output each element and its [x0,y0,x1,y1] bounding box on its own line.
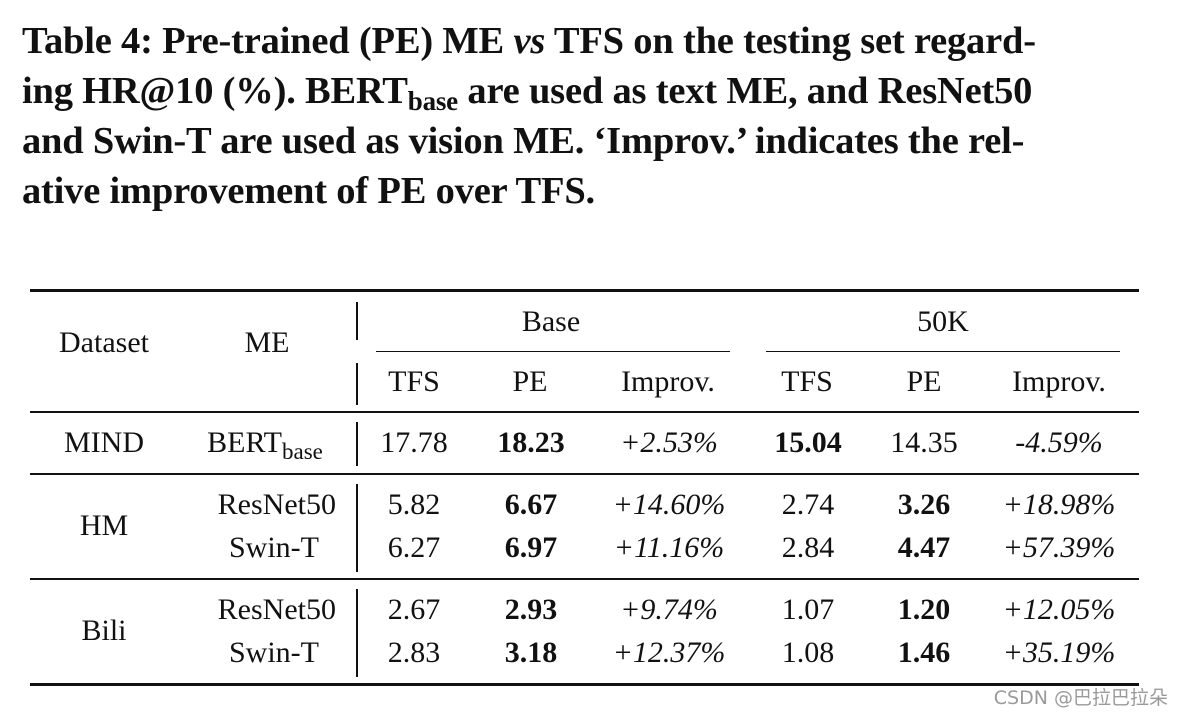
cell-value: +12.05% [1002,593,1116,626]
header-improv: Improv. [621,365,715,398]
cell-value: 1.08 [781,636,835,669]
cell-value: 2.93 [504,593,558,626]
cell-value: +14.60% [612,488,726,521]
header-pe: PE [906,365,942,398]
cell-value: 14.35 [890,426,958,459]
cell-value: +35.19% [1002,636,1116,669]
cell-value: +18.98% [1002,488,1116,521]
cell-me: ResNet50 [217,593,336,626]
header-group-50k: 50K [917,305,969,338]
cell-value: 3.18 [504,636,558,669]
cell-me: ResNet50 [217,488,336,521]
cell-value: 6.27 [387,531,441,564]
cell-value: 2.67 [387,593,441,626]
cell-value: 18.23 [497,426,565,459]
hm-rule [30,578,1139,580]
caption-line-1: Table 4: Pre-trained (PE) ME vs TFS on t… [22,20,1036,62]
header-dataset: Dataset [59,326,149,359]
header-rule [30,411,1139,413]
header-tfs: TFS [388,365,440,398]
vertical-rule [356,589,358,677]
50k-group-rule [766,351,1120,352]
caption-line-3: and Swin-T are used as vision ME. ‘Impro… [22,120,1025,162]
cell-value: 2.83 [387,636,441,669]
header-group-base: Base [521,305,581,338]
cell-value: 1.20 [897,593,951,626]
base-group-rule [376,351,730,352]
cell-me: Swin-T [229,636,319,669]
cell-dataset: Bili [81,614,127,647]
cell-value: +11.16% [613,531,725,564]
cell-me: Swin-T [229,531,319,564]
vertical-rule [356,302,358,340]
mind-rule [30,473,1139,475]
cell-value: +57.39% [1002,531,1116,564]
header-pe: PE [512,365,548,398]
header-improv: Improv. [1012,365,1106,398]
table-caption: Table 4: Pre-trained (PE) ME vs TFS on t… [22,16,1152,216]
header-tfs: TFS [781,365,833,398]
cell-value: 17.78 [380,426,448,459]
cell-value: 15.04 [774,426,842,459]
cell-value: +9.74% [620,593,718,626]
header-me: ME [244,326,290,359]
bottom-rule [30,683,1139,686]
vertical-rule [356,422,358,466]
vertical-rule [356,363,358,405]
cell-me: BERTbase [207,426,323,464]
caption-line-2: ing HR@10 (%). BERTbase are used as text… [22,70,1033,116]
caption-line-4: ative improvement of PE over TFS. [22,170,595,212]
cell-value: 1.46 [897,636,951,669]
cell-value: 6.97 [504,531,558,564]
cell-value: 5.82 [387,488,441,521]
cell-value: 6.67 [504,488,558,521]
cell-dataset: HM [79,509,129,542]
cell-value: 2.84 [781,531,835,564]
cell-value: 3.26 [897,488,951,521]
cell-value: 4.47 [897,531,951,564]
cell-value: +12.37% [612,636,726,669]
cell-value: 1.07 [781,593,835,626]
cell-value: -4.59% [1015,426,1103,459]
cell-value: +2.53% [620,426,718,459]
top-rule [30,289,1139,292]
cell-value: 2.74 [781,488,835,521]
watermark: CSDN @巴拉巴拉朵 [993,687,1168,709]
vertical-rule [356,484,358,572]
cell-dataset: MIND [64,426,144,459]
